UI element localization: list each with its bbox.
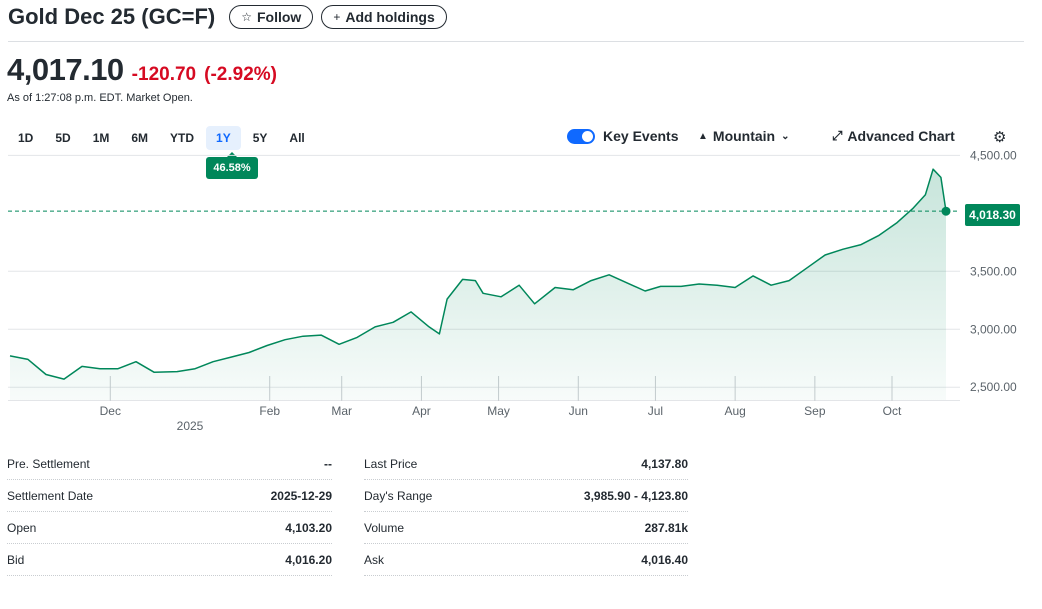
series-area bbox=[10, 169, 946, 400]
stat-value: 4,103.20 bbox=[285, 520, 332, 535]
stat-label: Bid bbox=[7, 552, 25, 567]
add-holdings-label: Add holdings bbox=[345, 9, 435, 25]
quote-header: Gold Dec 25 (GC=F) ☆ Follow + Add holdin… bbox=[8, 4, 447, 30]
stat-value: 3,985.90 - 4,123.80 bbox=[583, 488, 688, 503]
mountain-icon: ▲ bbox=[698, 130, 708, 142]
price-chart[interactable]: 2,500.00 3,000.00 3,500.00 4,500.00 Dec Feb Ma… bbox=[0, 150, 1042, 440]
stat-row: Volume 287.81k bbox=[364, 512, 688, 544]
y-tick-label: 3,000.00 bbox=[970, 322, 1017, 336]
chart-type-label: Mountain bbox=[712, 128, 776, 144]
price-change-percent: (-2.92%) bbox=[204, 64, 277, 85]
gear-icon: ⚙ bbox=[993, 129, 1007, 146]
stat-value: -- bbox=[324, 456, 332, 471]
x-tick-label: Jul bbox=[648, 404, 663, 418]
stat-value: 4,016.40 bbox=[641, 552, 688, 567]
x-tick-label: Dec bbox=[100, 404, 121, 418]
range-button-ytd[interactable]: YTD bbox=[170, 131, 195, 145]
range-button-1m[interactable]: 1M bbox=[92, 131, 110, 145]
current-price-tag: 4,018.30 bbox=[965, 204, 1020, 226]
stat-label: Day's Range bbox=[364, 488, 433, 503]
range-button-1d[interactable]: 1D bbox=[18, 131, 34, 145]
add-holdings-button[interactable]: + Add holdings bbox=[321, 5, 447, 29]
stat-row: Last Price 4,137.80 bbox=[364, 448, 688, 480]
x-tick-label: Jun bbox=[569, 404, 588, 418]
stats-left-column: Pre. Settlement -- Settlement Date 2025-12-… bbox=[7, 448, 332, 576]
market-status: As of 1:27:08 p.m. EDT. Market Open. bbox=[7, 92, 193, 104]
range-selector: 1D 5D 1M 6M YTD 1Y 5Y All bbox=[8, 126, 317, 150]
price-row: 4,017.10 -120.70 (-2.92%) bbox=[7, 52, 277, 88]
stat-value: 4,137.80 bbox=[641, 456, 688, 471]
stat-label: Last Price bbox=[364, 456, 418, 471]
stat-row: Pre. Settlement -- bbox=[7, 448, 332, 480]
y-tick-label: 3,500.00 bbox=[970, 264, 1017, 278]
expand-icon: ⤢ bbox=[832, 128, 843, 143]
range-button-6m[interactable]: 6M bbox=[131, 131, 149, 145]
stat-label: Ask bbox=[364, 552, 385, 567]
follow-label: Follow bbox=[256, 9, 302, 25]
last-point-marker bbox=[941, 206, 951, 216]
range-button-5y[interactable]: 5Y bbox=[252, 131, 268, 145]
star-icon: ☆ bbox=[241, 10, 252, 24]
follow-button[interactable]: ☆ Follow bbox=[229, 5, 314, 29]
range-button-1y[interactable]: 1Y bbox=[206, 126, 241, 150]
x-tick-label: Mar bbox=[331, 404, 352, 418]
x-tick-label: Aug bbox=[724, 404, 745, 418]
chart-settings-button[interactable]: ⚙ bbox=[993, 128, 1006, 146]
x-tick-label: Apr bbox=[412, 404, 431, 418]
chart-type-dropdown[interactable]: ▲ Mountain ⌄ bbox=[698, 128, 790, 144]
page-title: Gold Dec 25 (GC=F) bbox=[8, 4, 216, 29]
toggle-switch[interactable] bbox=[567, 128, 595, 144]
plus-icon: + bbox=[333, 10, 341, 24]
stat-row: Bid 4,016.20 bbox=[7, 544, 332, 576]
series-line bbox=[9, 168, 947, 380]
advanced-chart-button[interactable]: ⤢ Advanced Chart bbox=[832, 128, 955, 144]
x-tick-label: May bbox=[487, 404, 510, 418]
stat-row: Day's Range 3,985.90 - 4,123.80 bbox=[364, 480, 688, 512]
range-badge-caret bbox=[227, 152, 237, 157]
x-tick-label: Oct bbox=[883, 404, 902, 418]
last-price: 4,017.10 bbox=[7, 52, 124, 87]
stat-value: 287.81k bbox=[644, 520, 688, 535]
chevron-down-icon: ⌄ bbox=[781, 130, 790, 142]
advanced-chart-label: Advanced Chart bbox=[847, 128, 955, 144]
key-events-toggle[interactable]: Key Events bbox=[567, 128, 678, 144]
stat-row: Open 4,103.20 bbox=[7, 512, 332, 544]
stat-label: Settlement Date bbox=[7, 488, 94, 503]
stat-value: 4,016.20 bbox=[285, 552, 332, 567]
stats-right-column: Last Price 4,137.80 Day's Range 3,985.90 - … bbox=[364, 448, 688, 576]
price-change: -120.70 bbox=[131, 64, 197, 85]
stat-label: Volume bbox=[364, 520, 405, 535]
header-divider bbox=[8, 41, 1024, 42]
year-label: 2025 bbox=[177, 419, 204, 433]
stat-label: Pre. Settlement bbox=[7, 456, 90, 471]
y-tick-label: 2,500.00 bbox=[970, 380, 1017, 394]
range-change-badge: 46.58% bbox=[206, 157, 258, 179]
y-tick-label: 4,500.00 bbox=[970, 150, 1017, 162]
range-button-all[interactable]: All bbox=[289, 131, 305, 145]
range-button-5d[interactable]: 5D bbox=[55, 131, 71, 145]
x-tick-label: Feb bbox=[259, 404, 280, 418]
stat-label: Open bbox=[7, 520, 37, 535]
key-events-label: Key Events bbox=[603, 128, 679, 144]
stat-value: 2025-12-29 bbox=[270, 488, 332, 503]
stat-row: Ask 4,016.40 bbox=[364, 544, 688, 576]
x-tick-label: Sep bbox=[804, 404, 826, 418]
stat-row: Settlement Date 2025-12-29 bbox=[7, 480, 332, 512]
